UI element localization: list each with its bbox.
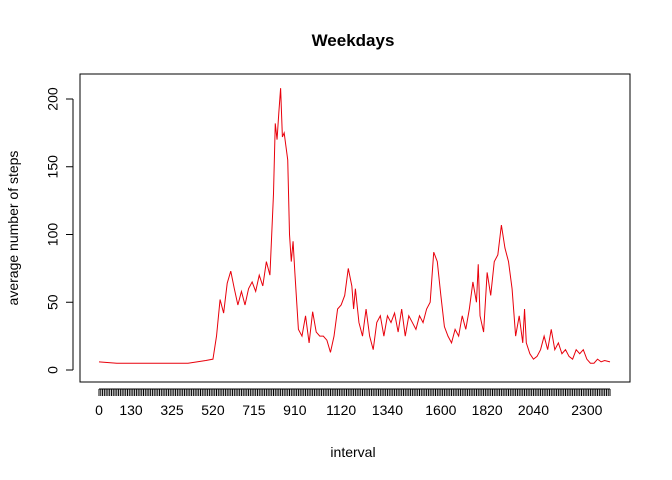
x-tick-label: 2040: [518, 402, 549, 418]
y-tick-label: 200: [45, 87, 61, 111]
y-tick-label: 50: [45, 294, 61, 310]
x-tick-label: 1820: [472, 402, 503, 418]
x-tick-label: 1120: [326, 402, 356, 418]
x-tick-label: 520: [201, 402, 225, 418]
y-tick-label: 0: [45, 366, 61, 374]
chart-title: Weekdays: [312, 31, 395, 50]
y-tick-label: 150: [45, 155, 61, 179]
x-axis: 0 130 325 520 715 910 1120 1340 1600 1820 2040 2300: [95, 388, 611, 418]
x-tick-label: 2300: [571, 402, 602, 418]
y-tick-label: 100: [45, 223, 61, 247]
plot-area-border: [79, 73, 631, 383]
x-tick-label: 1340: [372, 402, 403, 418]
x-tick-label: 1600: [425, 402, 456, 418]
series-line: [98, 88, 611, 364]
series-group: [98, 88, 611, 364]
x-axis-label: interval: [330, 444, 375, 460]
y-axis: 0 50 100 150 200: [45, 87, 74, 374]
x-tick-label: 715: [242, 402, 266, 418]
x-tick-label: 910: [283, 402, 307, 418]
x-tick-label: 130: [119, 402, 143, 418]
x-tick-label: 0: [95, 402, 103, 418]
y-axis-label: average number of steps: [5, 151, 21, 306]
x-tick-label: 325: [160, 402, 184, 418]
